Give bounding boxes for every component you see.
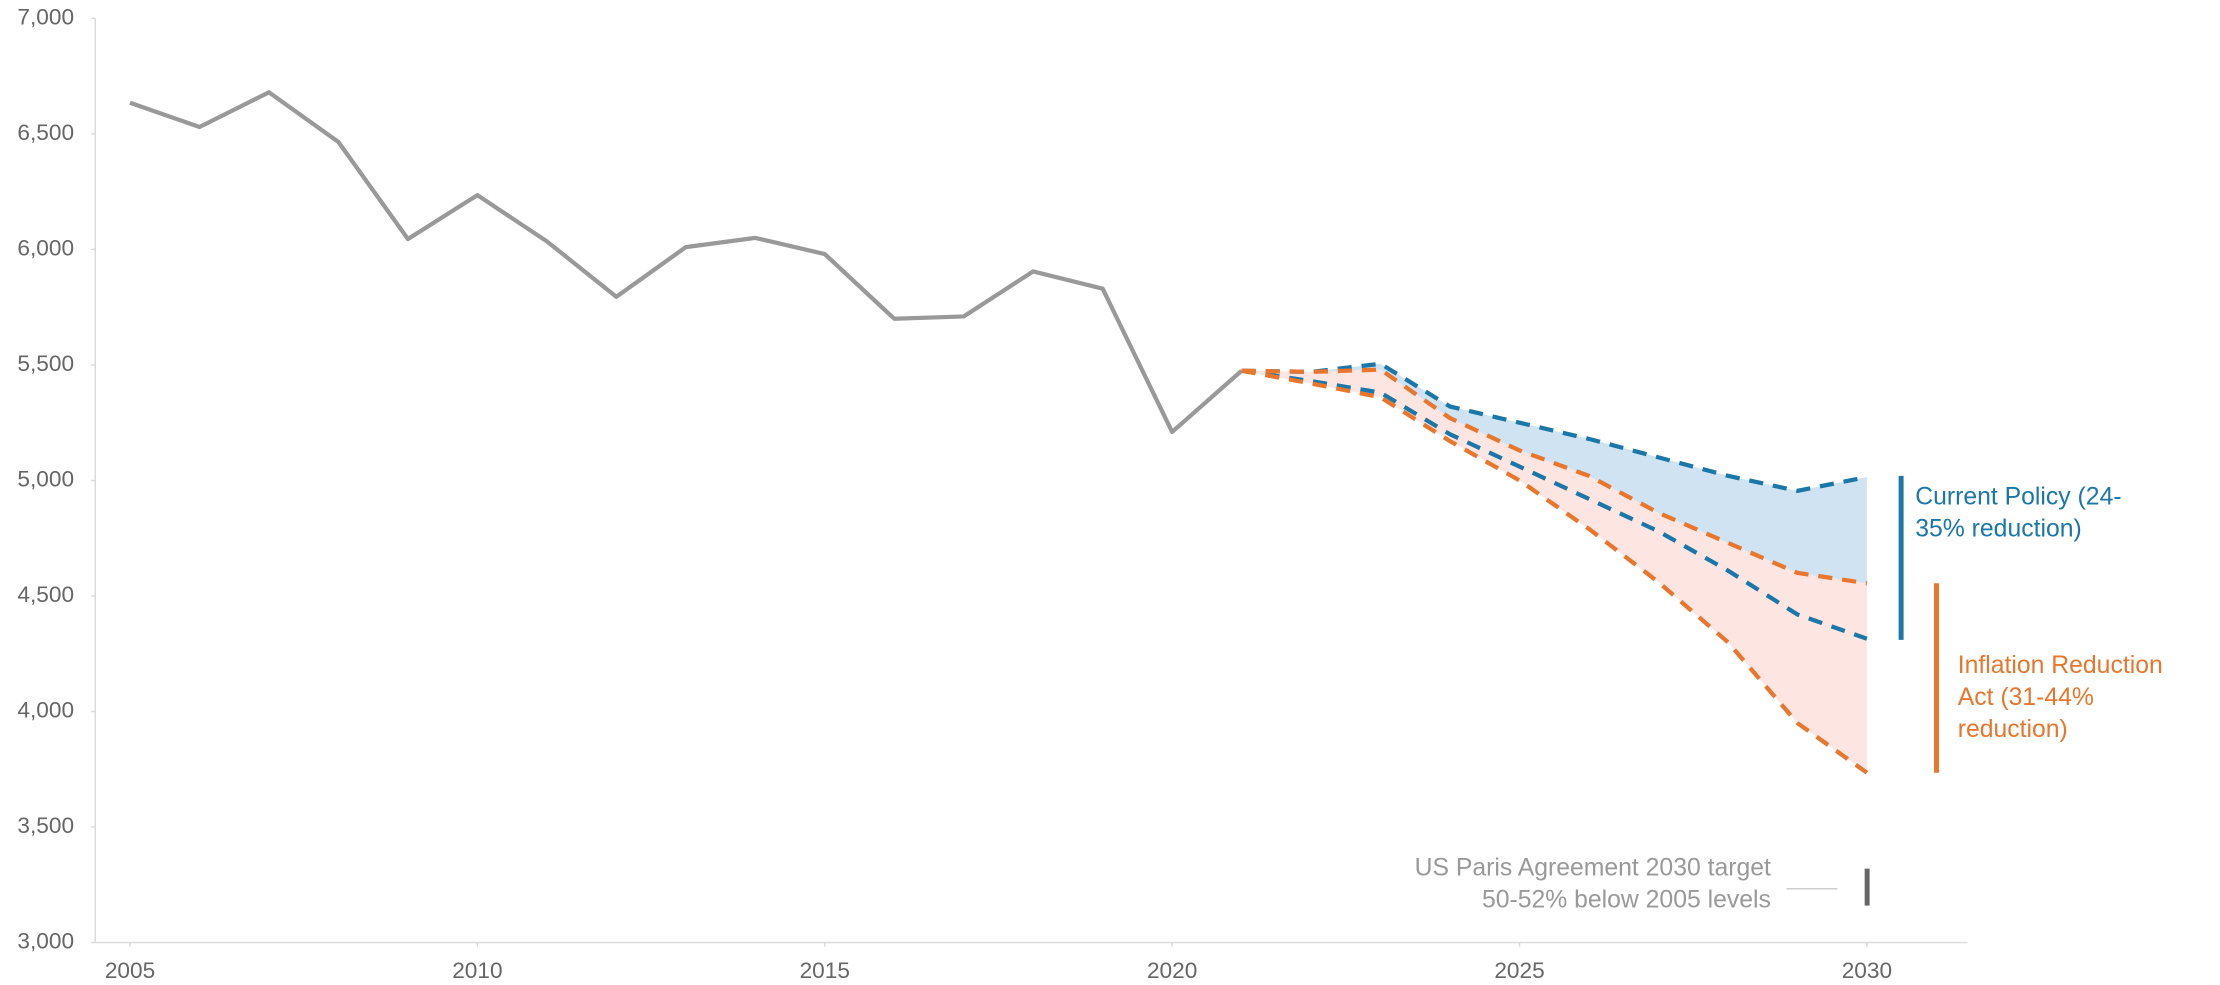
y-tick-label: 3,500 [17, 813, 74, 838]
y-tick-label: 7,000 [17, 4, 74, 29]
y-tick-label: 5,500 [17, 351, 74, 376]
x-tick-label: 2020 [1147, 958, 1197, 983]
projection-line [1241, 368, 1869, 775]
projection-line [1241, 367, 1868, 586]
y-tick-label: 6,000 [17, 235, 74, 260]
annotation-text: 50-52% below 2005 levels [1482, 886, 1771, 913]
x-tick-label: 2030 [1842, 958, 1892, 983]
x-tick-label: 2015 [800, 958, 850, 983]
annotation-text: Inflation Reduction [1958, 652, 2163, 679]
history-line [129, 90, 1244, 435]
y-tick-label: 6,500 [17, 120, 74, 145]
x-tick-label: 2010 [452, 958, 502, 983]
y-tick-label: 4,000 [17, 697, 74, 722]
x-tick-label: 2005 [105, 958, 155, 983]
projection-line [1241, 368, 1868, 641]
range-band [1241, 369, 1867, 773]
y-tick-label: 3,000 [17, 929, 74, 954]
annotation-text: US Paris Agreement 2030 target [1415, 854, 1771, 881]
x-tick-label: 2025 [1494, 958, 1544, 983]
y-tick-label: 4,500 [17, 582, 74, 607]
annotation-text: reduction) [1958, 716, 2068, 743]
annotation-text: Current Policy (24- [1915, 484, 2121, 511]
annotation-text: 35% reduction) [1915, 516, 2081, 543]
projection-line [1241, 361, 1868, 493]
y-tick-label: 5,000 [17, 466, 74, 491]
annotation-text: Act (31-44% [1958, 684, 2094, 711]
